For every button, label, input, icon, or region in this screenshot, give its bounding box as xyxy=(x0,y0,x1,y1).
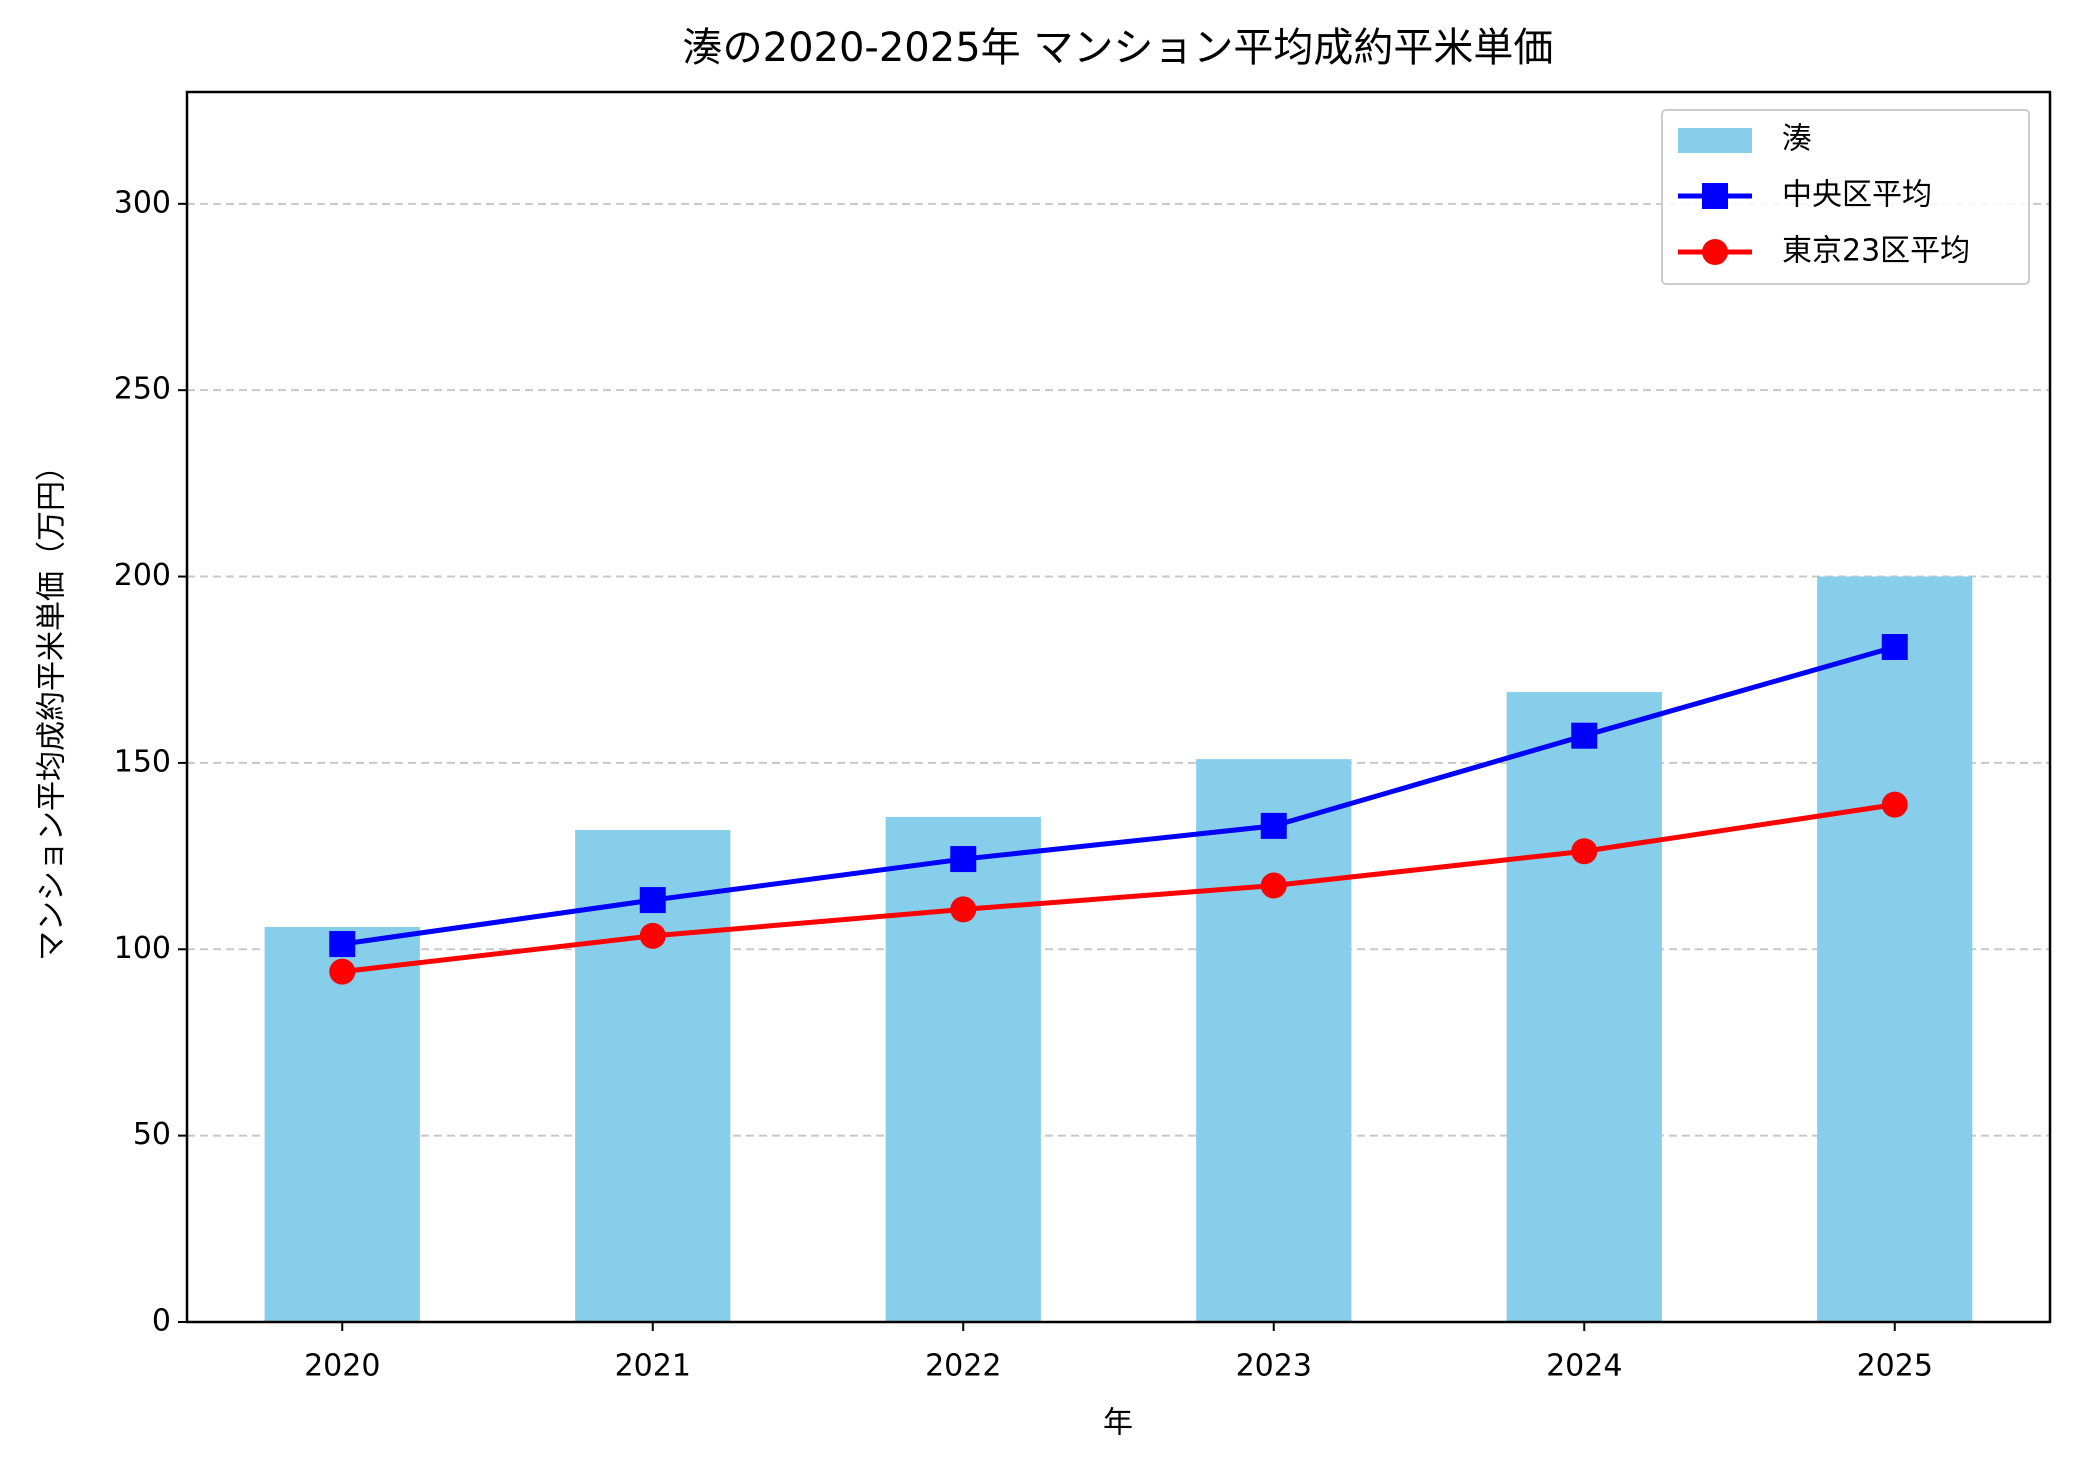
marker xyxy=(329,931,356,958)
y-tick-label: 300 xyxy=(114,185,171,220)
legend-swatch xyxy=(1678,128,1752,153)
x-tick-label: 2022 xyxy=(925,1349,1001,1384)
marker xyxy=(1260,812,1287,839)
legend-label: 中央区平均 xyxy=(1782,178,1932,213)
marker xyxy=(1571,722,1598,749)
y-tick-label: 150 xyxy=(114,744,171,779)
marker xyxy=(639,887,666,914)
bar xyxy=(1817,576,1973,1322)
chart-title: 湊の2020-2025年 マンション平均成約平米単価 xyxy=(683,25,1554,71)
marker xyxy=(950,896,977,923)
marker xyxy=(639,922,666,949)
axes-frame xyxy=(185,90,2052,1324)
x-tick-label: 2025 xyxy=(1857,1349,1933,1384)
legend-label: 湊 xyxy=(1782,122,1812,157)
marker xyxy=(1881,791,1908,818)
bar xyxy=(885,816,1041,1322)
y-tick-label: 0 xyxy=(152,1304,171,1339)
marker xyxy=(950,846,977,873)
x-tick-label: 2020 xyxy=(304,1349,380,1384)
marker xyxy=(1881,633,1908,660)
x-tick-label: 2021 xyxy=(615,1349,691,1384)
y-tick-label: 50 xyxy=(133,1117,171,1152)
bar xyxy=(1196,759,1352,1322)
y-tick-label: 100 xyxy=(114,931,171,966)
line xyxy=(341,644,1896,947)
bar xyxy=(264,926,420,1322)
marker xyxy=(329,958,356,985)
y-axis-label: マンション平均成約平米単価（万円） xyxy=(35,451,70,961)
bar xyxy=(1506,692,1662,1322)
legend-marker xyxy=(1702,183,1728,209)
line xyxy=(341,802,1896,975)
legend-label: 東京23区平均 xyxy=(1782,234,1970,269)
y-tick-label: 200 xyxy=(114,558,171,593)
x-tick-label: 2023 xyxy=(1236,1349,1312,1384)
marker xyxy=(1571,838,1598,865)
legend-marker xyxy=(1702,239,1728,265)
marker xyxy=(1260,872,1287,899)
x-axis-label: 年 xyxy=(1103,1406,1133,1441)
y-tick-label: 250 xyxy=(114,372,171,407)
legend-frame xyxy=(1661,109,2030,285)
x-tick-label: 2024 xyxy=(1546,1349,1622,1384)
